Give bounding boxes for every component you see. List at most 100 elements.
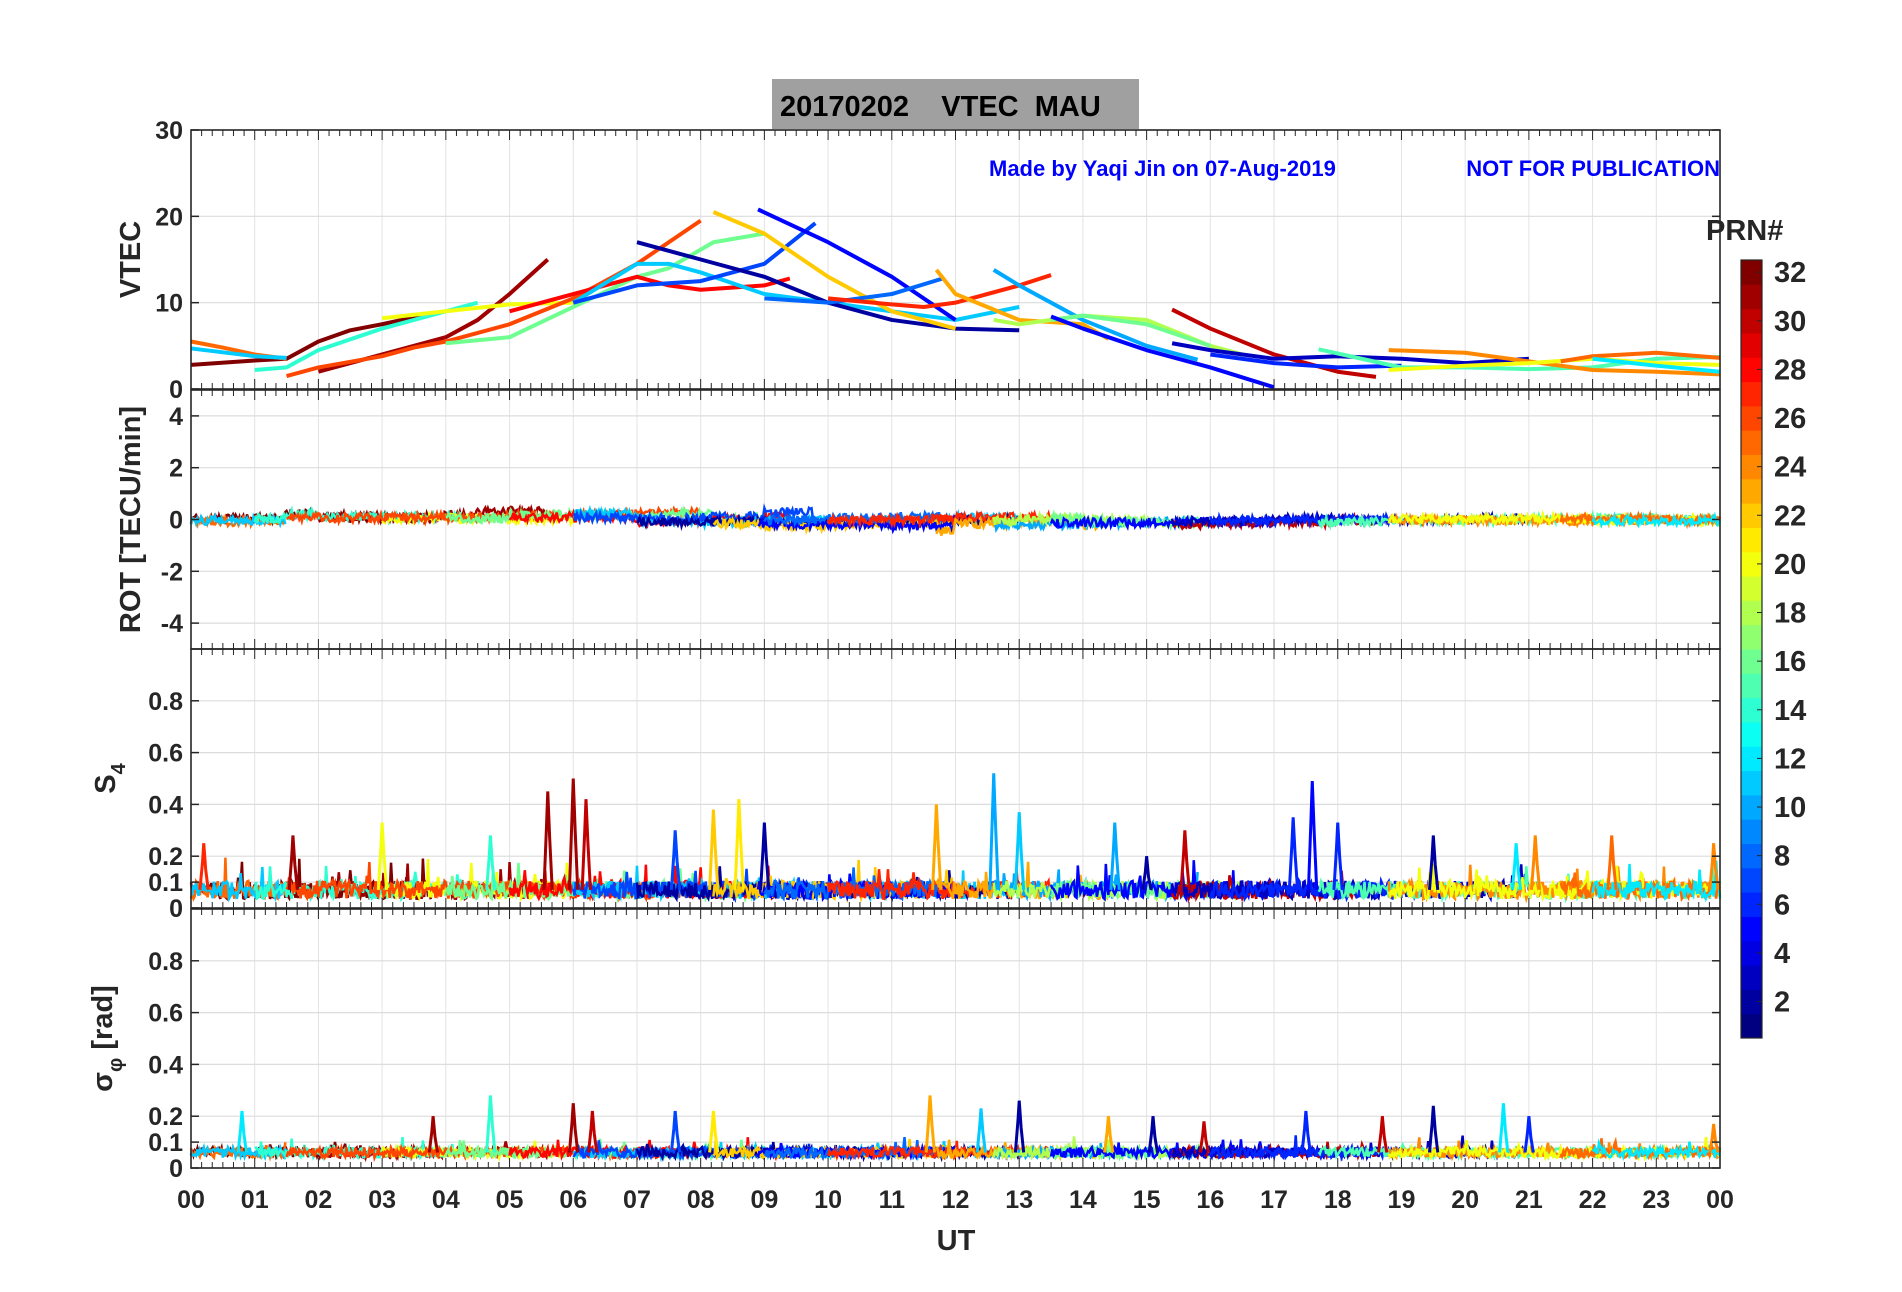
x-tick-label: 00	[1706, 1186, 1734, 1214]
s4-spike	[542, 791, 554, 890]
colorbar-bin	[1741, 430, 1762, 455]
colorbar-bin	[1741, 697, 1762, 723]
x-tick-label: 19	[1388, 1186, 1416, 1214]
y-tick-label: 20	[155, 203, 183, 231]
vtec-track-prn-11	[572, 261, 1020, 322]
ylabel-subscript: φ	[105, 1058, 127, 1072]
title-box	[772, 79, 1139, 129]
colorbar-bin	[1741, 357, 1762, 383]
y-label-vtec: VTEC	[115, 221, 147, 298]
y-label-rot-text: ROT [TECU/min]	[115, 406, 147, 633]
y-tick-label: 0.1	[148, 869, 183, 897]
colorbar-bin	[1741, 405, 1762, 431]
y-tick-label: 0.6	[148, 1000, 183, 1028]
y-tick-label: 0.8	[148, 948, 183, 976]
colorbar-bin	[1741, 867, 1762, 893]
x-tick-label: 14	[1069, 1186, 1097, 1214]
s4-spike	[759, 822, 771, 890]
vtec-track-prn-15	[1318, 347, 1721, 372]
sigma-spike	[427, 1116, 440, 1153]
chart-title: 20170202 VTEC MAU	[780, 91, 1101, 123]
colorbar-bin	[1741, 843, 1762, 869]
s4-spike	[1332, 822, 1344, 890]
colorbar-tick-label: 10	[1774, 792, 1806, 824]
y-label-sigma-text: σφ [rad]	[87, 985, 127, 1092]
s4-spike	[1287, 817, 1300, 890]
sigma-spike	[1708, 1123, 1720, 1153]
s4-spike	[988, 773, 1000, 890]
colorbar-bin	[1741, 892, 1762, 917]
x-tick-label: 03	[368, 1186, 396, 1214]
x-tick-label: 07	[623, 1186, 651, 1214]
x-tick-label: 01	[241, 1186, 269, 1214]
s4-spike	[1141, 856, 1153, 891]
data-traces	[189, 207, 1722, 1163]
y-tick-label: 0.2	[148, 1103, 183, 1131]
s4-spike	[1013, 812, 1026, 890]
ylabel-main: S	[90, 774, 122, 793]
x-tick-label: 09	[750, 1186, 778, 1214]
rot-trace-prn-12	[1591, 511, 1722, 529]
ylabel-main: VTEC	[115, 221, 147, 298]
colorbar-bin	[1741, 746, 1762, 772]
y-tick-label: 4	[169, 403, 183, 431]
sigma-spike	[975, 1108, 987, 1153]
vtec-track-prn-28	[509, 274, 791, 314]
s4-spike	[931, 804, 943, 890]
y-tick-label: 2	[169, 455, 183, 483]
sigma-spike	[1198, 1121, 1210, 1153]
colorbar-tick-label: 8	[1774, 841, 1790, 873]
colorbar-bin	[1741, 503, 1762, 528]
x-tick-label: 18	[1324, 1186, 1352, 1214]
y-tick-label: 0.8	[148, 688, 183, 716]
s4-spike	[1529, 835, 1542, 891]
vtec-track-prn-16	[1050, 313, 1211, 348]
y-tick-label: 0.4	[148, 791, 183, 819]
sigma-spike	[924, 1095, 936, 1153]
colorbar-bin	[1741, 965, 1762, 990]
colorbar-bin	[1741, 551, 1762, 577]
vtec-track-prn-18	[993, 313, 1243, 357]
colorbar-frame	[1740, 259, 1763, 1039]
colorbar-tick-label: 30	[1774, 306, 1806, 338]
vtec-track-prn-10	[992, 268, 1199, 362]
y-tick-label: 0	[169, 895, 183, 923]
colorbar-bin	[1741, 576, 1762, 601]
y-label-rot: ROT [TECU/min]	[115, 406, 147, 633]
vtec-track-prn-3	[1171, 341, 1530, 366]
s4-spike	[733, 799, 745, 890]
x-tick-label: 00	[177, 1186, 205, 1214]
s4-spike	[669, 830, 682, 891]
sigma-spike	[567, 1103, 580, 1153]
colorbar-bin	[1741, 916, 1762, 942]
colorbar-bin	[1741, 284, 1762, 310]
s4-spike	[485, 835, 497, 891]
colorbar-bin	[1741, 989, 1762, 1015]
vtec-track-prn-14	[254, 300, 479, 373]
s4-trace-prn-12	[1591, 860, 1722, 903]
y-tick-label: 0.2	[148, 843, 183, 871]
colorbar-bin	[1741, 624, 1762, 650]
colorbar-bin	[1741, 332, 1762, 358]
x-axis-label: UT	[937, 1225, 976, 1257]
sigma-spike	[485, 1095, 497, 1153]
x-tick-label: 06	[559, 1186, 587, 1214]
sigma-spike	[1103, 1116, 1115, 1153]
y-tick-label: 0	[169, 376, 183, 404]
colorbar-tick-label: 18	[1774, 598, 1806, 630]
colorbar-bin	[1741, 770, 1762, 796]
x-tick-label: 08	[687, 1186, 715, 1214]
axes-frames	[190, 129, 1721, 1169]
colorbar-tick-label: 2	[1774, 987, 1790, 1019]
colorbar-bin	[1741, 527, 1762, 553]
sigma-spike	[1498, 1103, 1510, 1153]
vtec-track-prn-23	[934, 268, 1110, 341]
watermark-notice: NOT FOR PUBLICATION	[1466, 156, 1720, 181]
ylabel-main: ROT [TECU/min]	[115, 406, 147, 633]
vtec-track-prn-32	[190, 311, 434, 367]
sigma-spike	[587, 1110, 599, 1153]
sigma-trace-prn-6	[1209, 1135, 1403, 1162]
vtec-track-prn-27	[827, 273, 1052, 309]
